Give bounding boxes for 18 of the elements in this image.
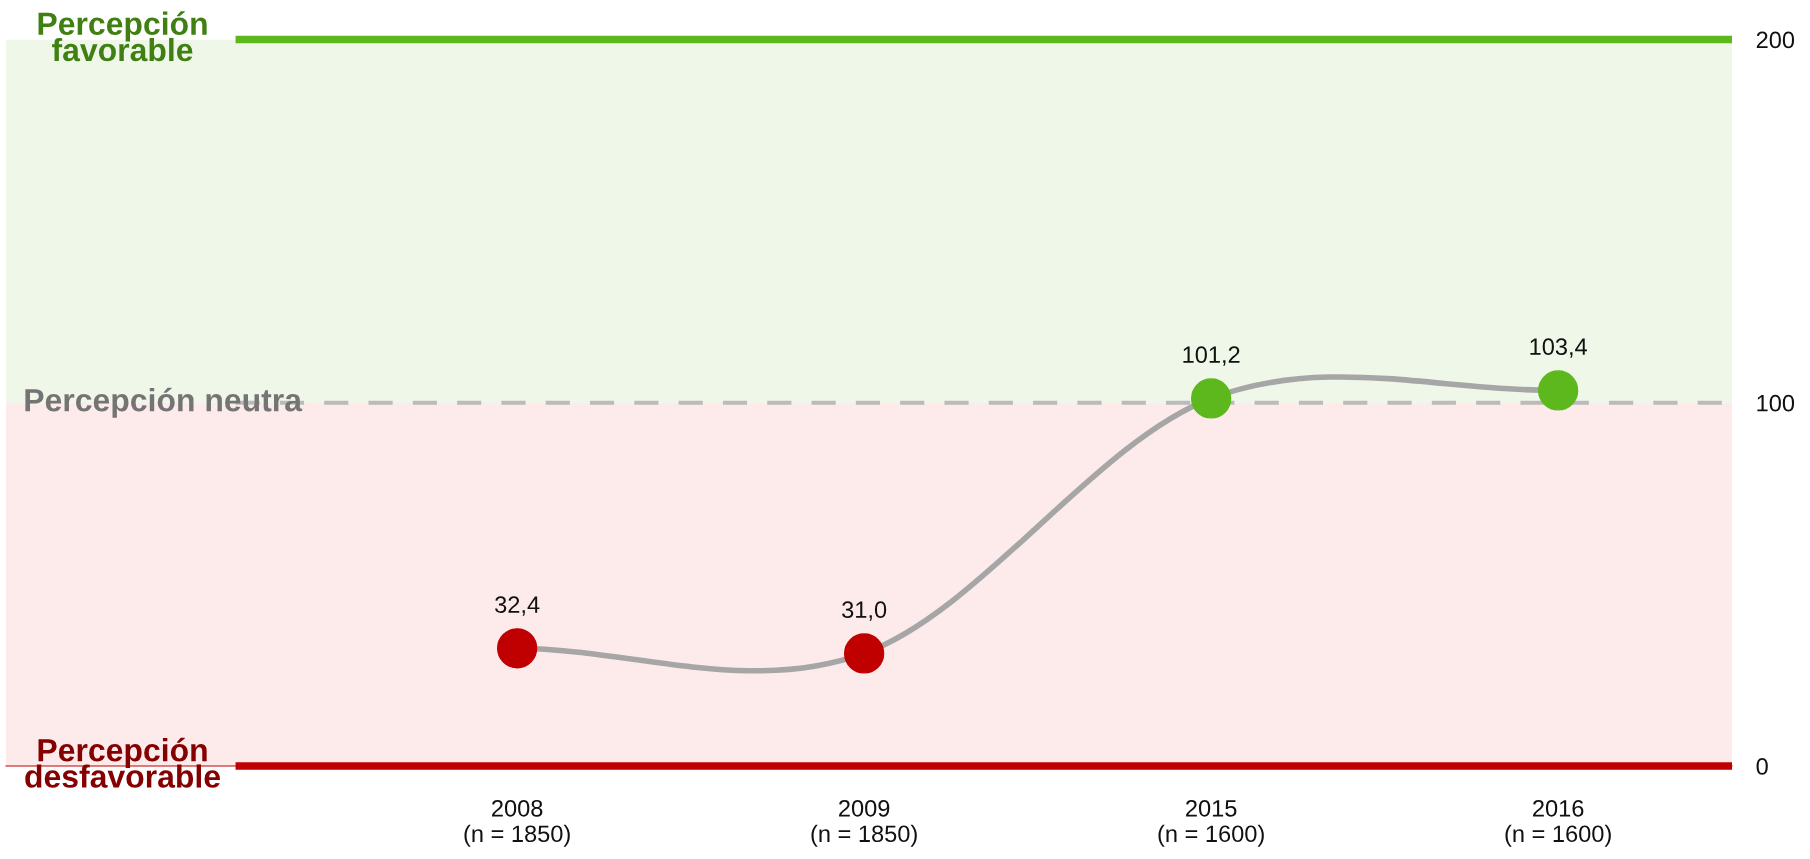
y-tick-label: 200 bbox=[1756, 31, 1795, 49]
point bbox=[1191, 378, 1232, 419]
x-tick-label: 2009 (n = 1850) bbox=[811, 799, 917, 847]
y-tick-label: 0 bbox=[1756, 758, 1768, 775]
data-label: 32,4 bbox=[495, 596, 540, 616]
data-label: 101,2 bbox=[1183, 346, 1240, 366]
ref-line-label: Percepción neutra bbox=[25, 387, 303, 418]
point bbox=[496, 628, 538, 669]
data-label: 31,0 bbox=[842, 601, 887, 621]
point bbox=[844, 633, 885, 674]
point bbox=[1538, 370, 1579, 411]
ref-line-label: Percepción favorable bbox=[38, 11, 207, 62]
data-label: 103,4 bbox=[1530, 338, 1588, 358]
x-tick-label: 2008 (n = 1850) bbox=[464, 799, 570, 847]
ref-line-label: Percepción desfavorable bbox=[25, 737, 220, 788]
x-tick-label: 2015 (n = 1600) bbox=[1158, 799, 1264, 847]
x-tick-label: 2016 (n = 1600) bbox=[1505, 799, 1611, 847]
y-tick-label: 100 bbox=[1757, 394, 1795, 412]
